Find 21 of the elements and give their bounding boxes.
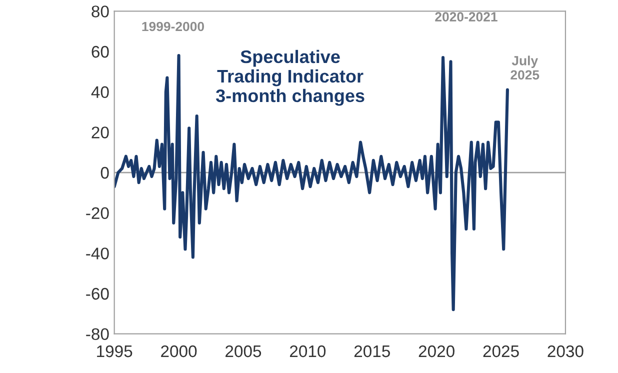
y-tick-label: -60 (86, 288, 109, 300)
annotation: 1999-2000 (142, 22, 204, 32)
text: Speculative Trading Indicator 3-month changes (216, 50, 364, 106)
x-tick-label: 2010 (290, 345, 326, 358)
x-tick-label: 2000 (161, 345, 197, 358)
y-tick-label: 0 (100, 166, 109, 179)
x-tick-label: 1995 (97, 345, 132, 358)
y-tick-label: -40 (86, 248, 109, 260)
x-tick-label: 2030 (548, 345, 584, 358)
x-tick-label: 2025 (483, 345, 519, 358)
x-tick-label: 2015 (354, 345, 390, 358)
y-tick-label: 60 (92, 46, 109, 58)
annotation: July 2025 (510, 56, 540, 80)
y-tick-label: -80 (86, 328, 109, 340)
y-tick-label: 40 (91, 86, 109, 98)
annotation: 2020-2021 (435, 12, 498, 22)
y-tick-label: -20 (86, 207, 109, 220)
y-tick-label: 80 (92, 6, 109, 18)
y-tick-label: 20 (92, 126, 109, 138)
x-tick-label: 2020 (418, 345, 454, 358)
x-tick-label: 2005 (226, 345, 262, 358)
